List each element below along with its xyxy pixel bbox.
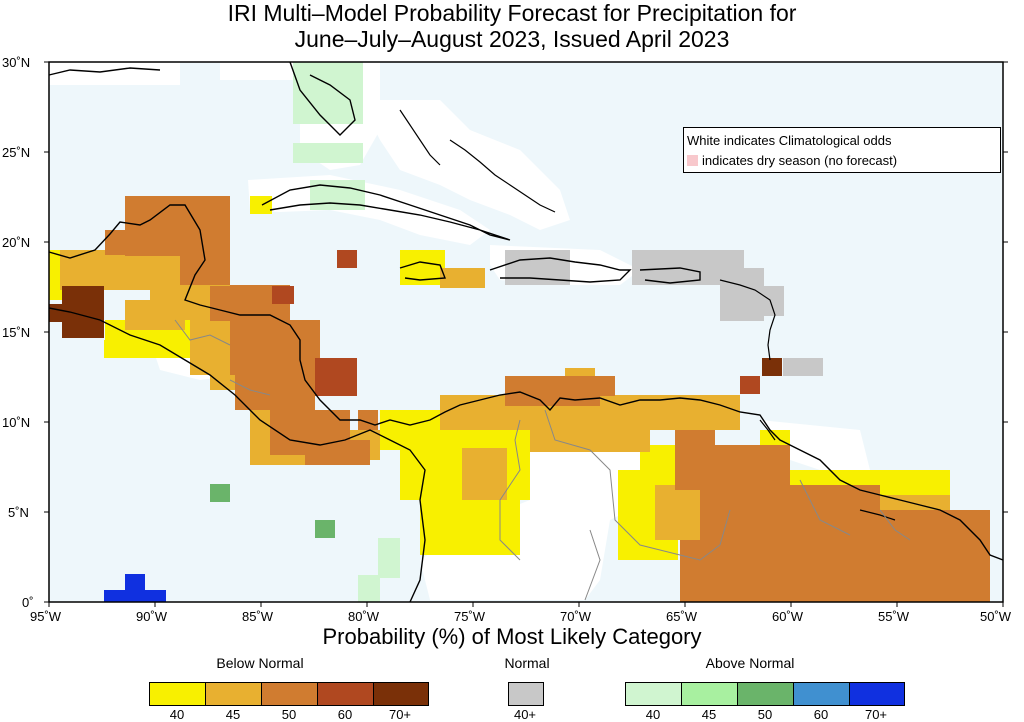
map-title-line2: June–July–August 2023, Issued April 2023 (294, 26, 730, 52)
legend-below-40-swatch (150, 683, 206, 705)
probability-axis-title: Probability (%) of Most Likely Category (322, 624, 702, 649)
legend-below-tick-50: 50 (281, 707, 297, 722)
lon-label-55w: 55˚W (878, 609, 910, 624)
legend-normal-label: Normal (504, 655, 550, 671)
lon-label-95w: 95˚W (30, 609, 62, 624)
legend-above-40-swatch (626, 683, 682, 705)
legend-normal-bar (508, 682, 544, 706)
legend-below-tick-45: 45 (225, 707, 241, 722)
legend-below-normal-bar (149, 682, 429, 706)
legend-normal-40-swatch (509, 683, 543, 705)
legend-below-tick-40: 40 (169, 707, 185, 722)
lon-label-75w: 75˚W (454, 609, 486, 624)
legend-above-tick-70: 70+ (864, 707, 888, 722)
lon-label-80w: 80˚W (348, 609, 380, 624)
legend-above-tick-45: 45 (701, 707, 717, 722)
lon-label-85w: 85˚W (242, 609, 274, 624)
lon-label-65w: 65˚W (666, 609, 698, 624)
legend-above-tick-50: 50 (757, 707, 773, 722)
legend-below-60-swatch (318, 683, 374, 705)
lat-label-10n: 10˚N (2, 415, 30, 430)
legend-above-45-swatch (682, 683, 738, 705)
lat-label-5n: 5˚N (8, 505, 29, 520)
longitude-axis: 95˚W 90˚W 85˚W 80˚W 75˚W 70˚W 65˚W 60˚W … (30, 602, 1012, 624)
note-dry-season-row: indicates dry season (no forecast) (687, 151, 1000, 171)
note-dry-season: indicates dry season (no forecast) (702, 153, 898, 168)
legend-below-45-swatch (206, 683, 262, 705)
legend-above-normal-label: Above Normal (705, 655, 795, 671)
lon-label-90w: 90˚W (136, 609, 168, 624)
legend-above-60-swatch (794, 683, 850, 705)
legend-below-50-swatch (262, 683, 318, 705)
legend-normal-tick-40: 40+ (513, 707, 537, 722)
lat-label-30n: 30˚N (2, 55, 30, 70)
lat-label-15n: 15˚N (2, 325, 30, 340)
note-climatology: White indicates Climatological odds (687, 133, 892, 148)
legend-below-tick-60: 60 (337, 707, 353, 722)
info-note-box: White indicates Climatological odds indi… (683, 127, 1001, 173)
lat-label-25n: 25˚N (2, 145, 30, 160)
legend-above-tick-40: 40 (645, 707, 661, 722)
lon-label-70w: 70˚W (560, 609, 592, 624)
legend-above-50-swatch (738, 683, 794, 705)
map-title-line1: IRI Multi–Model Probability Forecast for… (227, 0, 797, 26)
latitude-axis: 30˚N 25˚N 20˚N 15˚N 10˚N 5˚N 0˚ (2, 55, 1008, 610)
lat-label-20n: 20˚N (2, 235, 30, 250)
legend-above-tick-60: 60 (813, 707, 829, 722)
lon-label-50w: 50˚W (980, 609, 1012, 624)
legend-below-normal-label: Below Normal (216, 655, 304, 671)
legend-below-tick-70: 70+ (388, 707, 412, 722)
dry-season-swatch (687, 155, 698, 166)
lon-label-60w: 60˚W (772, 609, 804, 624)
lat-label-0: 0˚ (22, 595, 34, 610)
legend-above-normal-bar (625, 682, 905, 706)
legend-below-70-swatch (374, 683, 428, 705)
legend-above-70-swatch (850, 683, 904, 705)
